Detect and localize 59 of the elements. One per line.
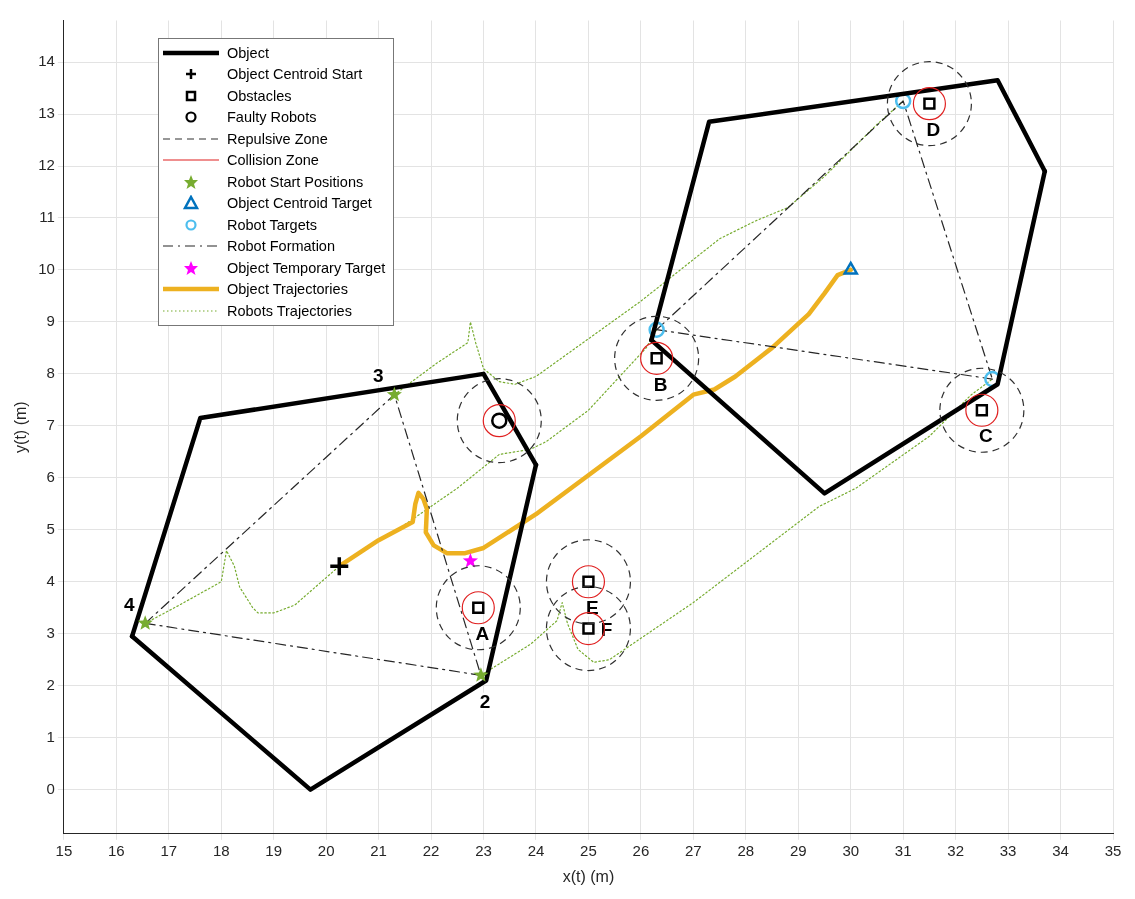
annotation: 4 <box>123 593 135 615</box>
x-tick-label: 22 <box>422 841 440 859</box>
x-axis-title: x(t) (m) <box>562 867 615 885</box>
x-tick-label: 15 <box>55 841 73 859</box>
y-tick-label: 12 <box>38 156 55 174</box>
x-tick-label: 30 <box>842 841 860 859</box>
y-tick-label: 1 <box>46 727 55 745</box>
y-tick-label: 5 <box>46 519 55 537</box>
x-tick-label: 31 <box>894 841 912 859</box>
annotation: A <box>475 622 490 644</box>
legend-label: Faulty Robots <box>227 109 317 126</box>
y-tick-label: 2 <box>46 675 55 693</box>
y-tick-label: 9 <box>46 312 55 330</box>
annotation: C <box>978 425 993 447</box>
y-tick-label: 11 <box>39 208 55 226</box>
annotation: 2 <box>479 690 491 712</box>
legend-label: Repulsive Zone <box>227 130 328 147</box>
legend-label: Object Temporary Target <box>227 259 386 276</box>
legend-label: Robots Trajectories <box>227 302 352 319</box>
x-tick-label: 32 <box>947 841 964 859</box>
y-tick-label: 14 <box>38 52 55 70</box>
x-tick-label: 23 <box>475 841 492 859</box>
legend-label: Object Centroid Start <box>227 66 363 83</box>
x-tick-label: 28 <box>737 841 755 859</box>
y-tick-label: 6 <box>46 467 55 485</box>
x-tick-label: 18 <box>212 841 230 859</box>
y-tick-label: 0 <box>46 779 55 797</box>
legend-label: Robot Start Positions <box>227 173 364 190</box>
x-tick-label: 21 <box>370 841 387 859</box>
legend-label: Obstacles <box>227 87 292 104</box>
x-tick-label: 20 <box>317 841 335 859</box>
y-tick-label: 4 <box>46 571 55 589</box>
y-axis-title: y(t) (m) <box>12 401 30 453</box>
y-tick-label: 13 <box>38 104 55 122</box>
annotation: D <box>926 118 941 140</box>
x-tick-label: 35 <box>1104 841 1122 859</box>
legend-label: Collision Zone <box>227 152 319 169</box>
y-tick-label: 8 <box>46 364 55 382</box>
y-tick-label: 3 <box>46 623 55 641</box>
x-tick-label: 17 <box>160 841 178 859</box>
x-tick-label: 27 <box>685 841 702 859</box>
legend-label: Object Centroid Target <box>227 195 372 212</box>
annotation: E <box>586 596 599 618</box>
x-tick-label: 29 <box>789 841 807 859</box>
x-tick-label: 19 <box>265 841 283 859</box>
legend-label: Robot Formation <box>227 238 335 255</box>
x-tick-label: 24 <box>527 841 545 859</box>
annotation: B <box>653 373 668 395</box>
annotation: 3 <box>373 364 384 386</box>
x-tick-label: 34 <box>1052 841 1069 859</box>
x-tick-label: 33 <box>999 841 1017 859</box>
y-tick-label: 7 <box>46 415 55 433</box>
x-tick-label: 25 <box>580 841 597 859</box>
x-tick-label: 26 <box>632 841 650 859</box>
legend-label: Object <box>227 44 269 61</box>
y-tick-label: 10 <box>38 260 55 278</box>
x-tick-label: 16 <box>108 841 125 859</box>
legend-label: Object Trajectories <box>227 281 348 298</box>
legend-label: Robot Targets <box>227 216 318 233</box>
